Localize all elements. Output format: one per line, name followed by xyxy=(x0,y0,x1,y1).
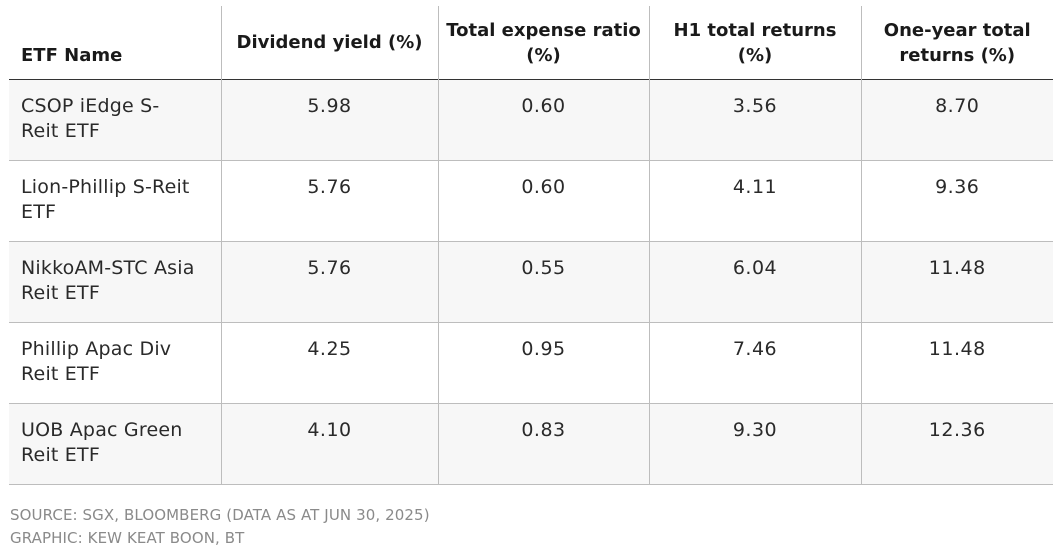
etf-name: Lion-Phillip S-Reit ETF xyxy=(21,176,190,223)
h1-returns-cell: 4.11 xyxy=(648,160,861,242)
dividend-yield-cell: 4.25 xyxy=(220,322,438,404)
expense-ratio-cell: 0.55 xyxy=(437,241,649,323)
etf-name-cell: NikkoAM-STC Asia Reit ETF xyxy=(9,241,221,323)
etf-name-cell: Lion-Phillip S-Reit ETF xyxy=(9,160,221,242)
h1-returns-cell: 7.46 xyxy=(648,322,861,404)
header-total-expense-ratio: Total expense ratio (%) xyxy=(437,6,649,80)
dividend-yield-cell: 4.10 xyxy=(220,403,438,485)
etf-name: NikkoAM-STC Asia Reit ETF xyxy=(21,257,195,304)
header-dividend-yield: Dividend yield (%) xyxy=(220,6,438,80)
h1-returns-cell: 9.30 xyxy=(648,403,861,485)
dividend-yield-cell: 5.98 xyxy=(220,79,438,161)
table-row: NikkoAM-STC Asia Reit ETF 5.76 0.55 6.04… xyxy=(9,241,1053,323)
header-etf-name: ETF Name xyxy=(21,45,123,66)
chart-footer: SOURCE: SGX, BLOOMBERG (DATA AS AT JUN 3… xyxy=(10,504,430,550)
one-year-returns-cell: 11.48 xyxy=(860,322,1053,404)
one-year-returns-cell: 12.36 xyxy=(860,403,1053,485)
source-note: SOURCE: SGX, BLOOMBERG (DATA AS AT JUN 3… xyxy=(10,506,430,524)
etf-name-cell: Phillip Apac Div Reit ETF xyxy=(9,322,221,404)
table-row: Phillip Apac Div Reit ETF 4.25 0.95 7.46… xyxy=(9,322,1053,404)
etf-name-cell: UOB Apac Green Reit ETF xyxy=(9,403,221,485)
etf-comparison-table: ETF Name Dividend yield (%) Total expens… xyxy=(9,6,1053,485)
table-header-row: ETF Name Dividend yield (%) Total expens… xyxy=(9,6,1053,80)
etf-name: Phillip Apac Div Reit ETF xyxy=(21,338,172,385)
table-row: UOB Apac Green Reit ETF 4.10 0.83 9.30 1… xyxy=(9,403,1053,485)
h1-returns-cell: 6.04 xyxy=(648,241,861,323)
one-year-returns-cell: 8.70 xyxy=(860,79,1053,161)
etf-name: UOB Apac Green Reit ETF xyxy=(21,419,183,466)
one-year-returns-cell: 9.36 xyxy=(860,160,1053,242)
graphic-credit: GRAPHIC: KEW KEAT BOON, BT xyxy=(10,529,245,547)
expense-ratio-cell: 0.60 xyxy=(437,79,649,161)
header-h1-total-returns: H1 total returns (%) xyxy=(648,6,861,80)
expense-ratio-cell: 0.83 xyxy=(437,403,649,485)
dividend-yield-cell: 5.76 xyxy=(220,160,438,242)
etf-name: CSOP iEdge S-Reit ETF xyxy=(21,95,160,142)
one-year-returns-cell: 11.48 xyxy=(860,241,1053,323)
expense-ratio-cell: 0.60 xyxy=(437,160,649,242)
expense-ratio-cell: 0.95 xyxy=(437,322,649,404)
table-row: CSOP iEdge S-Reit ETF 5.98 0.60 3.56 8.7… xyxy=(9,79,1053,161)
etf-name-cell: CSOP iEdge S-Reit ETF xyxy=(9,79,221,161)
dividend-yield-cell: 5.76 xyxy=(220,241,438,323)
h1-returns-cell: 3.56 xyxy=(648,79,861,161)
table-row: Lion-Phillip S-Reit ETF 5.76 0.60 4.11 9… xyxy=(9,160,1053,242)
header-one-year-total-returns: One-year total returns (%) xyxy=(860,6,1053,80)
